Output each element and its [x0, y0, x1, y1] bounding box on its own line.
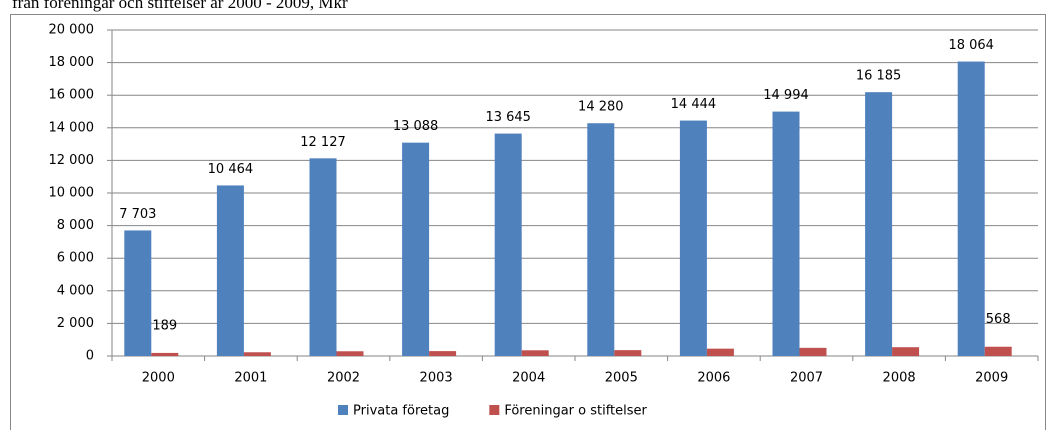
- bar: [772, 111, 800, 356]
- y-tick-label: 16 000: [49, 88, 95, 103]
- data-label: 16 185: [856, 69, 902, 84]
- bar: [679, 120, 707, 356]
- x-tick-label: 2004: [512, 371, 545, 386]
- bar: [706, 348, 734, 356]
- legend-swatch: [338, 405, 348, 415]
- data-label: 189: [152, 318, 177, 333]
- bar: [151, 352, 179, 356]
- data-label: 13 088: [393, 119, 439, 134]
- bar: [429, 351, 457, 356]
- data-label: 14 994: [763, 88, 809, 103]
- x-tick-label: 2005: [605, 371, 638, 386]
- legend-label: Privata företag: [353, 404, 449, 419]
- chart-title: från föreningar och stiftelser år 2000 -…: [12, 0, 348, 12]
- bar: [614, 350, 642, 356]
- y-tick-label: 0: [86, 349, 94, 364]
- bar: [309, 158, 337, 356]
- bar: [402, 142, 430, 356]
- bar: [124, 230, 152, 356]
- y-tick-label: 8 000: [57, 218, 94, 233]
- data-label: 14 444: [671, 97, 717, 112]
- data-label: 14 280: [578, 100, 624, 115]
- x-tick-label: 2007: [790, 371, 823, 386]
- bar: [892, 347, 920, 356]
- bar: [957, 61, 985, 357]
- x-tick-label: 2003: [420, 371, 453, 386]
- bar: [587, 123, 615, 357]
- x-tick-label: 2002: [327, 371, 360, 386]
- y-tick-label: 12 000: [49, 153, 95, 168]
- bar: [865, 92, 893, 356]
- data-label: 12 127: [300, 135, 346, 150]
- x-tick-label: 2008: [883, 371, 916, 386]
- chart-frame: [10, 14, 1046, 430]
- y-tick-label: 20 000: [49, 23, 95, 38]
- data-label: 13 645: [485, 110, 531, 125]
- data-label: 568: [986, 312, 1011, 327]
- legend-label: Föreningar o stiftelser: [504, 404, 647, 419]
- legend-swatch: [489, 405, 500, 415]
- y-tick-label: 10 000: [49, 186, 95, 201]
- data-label: 10 464: [208, 162, 254, 177]
- y-tick-label: 4 000: [57, 283, 94, 298]
- y-tick-label: 2 000: [57, 316, 94, 331]
- bar: [521, 350, 549, 356]
- bar: [216, 185, 244, 356]
- y-tick-label: 18 000: [49, 55, 95, 70]
- bar: [494, 133, 522, 356]
- x-tick-label: 2006: [697, 371, 730, 386]
- bar: [799, 347, 827, 356]
- data-label: 7 703: [119, 207, 156, 222]
- bar: [336, 351, 364, 356]
- bar: [243, 352, 271, 356]
- y-tick-label: 14 000: [49, 120, 95, 135]
- y-tick-label: 6 000: [57, 251, 94, 266]
- x-tick-label: 2000: [142, 371, 175, 386]
- data-label: 18 064: [948, 38, 994, 53]
- x-tick-label: 2009: [975, 371, 1008, 386]
- x-tick-label: 2001: [234, 371, 267, 386]
- bar: [984, 346, 1012, 356]
